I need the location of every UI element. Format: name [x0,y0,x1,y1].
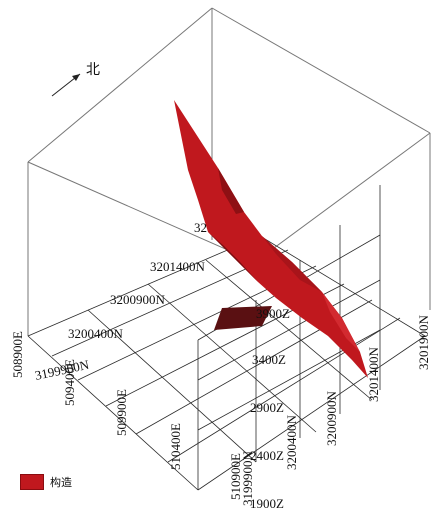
easting-label: 508900E [10,331,25,378]
right-northing-label: 3201400N [366,347,381,403]
elevation-label: 1900Z [250,496,284,511]
axis-labels: 3201400N 3200900N 3200400N 3199900N 32 5… [10,220,431,511]
bounding-box [27,7,431,336]
easting-label: 509400E [62,359,77,406]
northing-label: 3201400N [150,259,206,274]
right-northing-label: 3200400N [284,415,299,471]
north-label: 北 [86,62,100,78]
easting-label: 510400E [168,423,183,470]
northing-label: 32 [194,220,207,235]
legend-label: 构造 [50,476,72,489]
structure-surface [174,100,368,378]
structure-lens [214,306,272,330]
elevation-label: 3400Z [252,352,286,367]
elevation-label: 3900Z [256,306,290,321]
right-northing-label: 3199900N [240,451,255,507]
northing-label: 3200900N [110,292,166,307]
north-arrow: 北 [51,62,100,97]
easting-label: 510900E [228,453,243,500]
elevation-label: 2900Z [250,400,284,415]
legend: 构造 [20,474,72,490]
easting-label: 509900E [114,389,129,436]
northing-label: 3200400N [68,326,124,341]
right-northing-label: 3201900N [416,315,431,371]
elevation-label: 2400Z [250,448,284,463]
right-northing-label: 3200900N [324,391,339,447]
legend-swatch [20,474,44,490]
arrow-head-icon [72,74,80,81]
